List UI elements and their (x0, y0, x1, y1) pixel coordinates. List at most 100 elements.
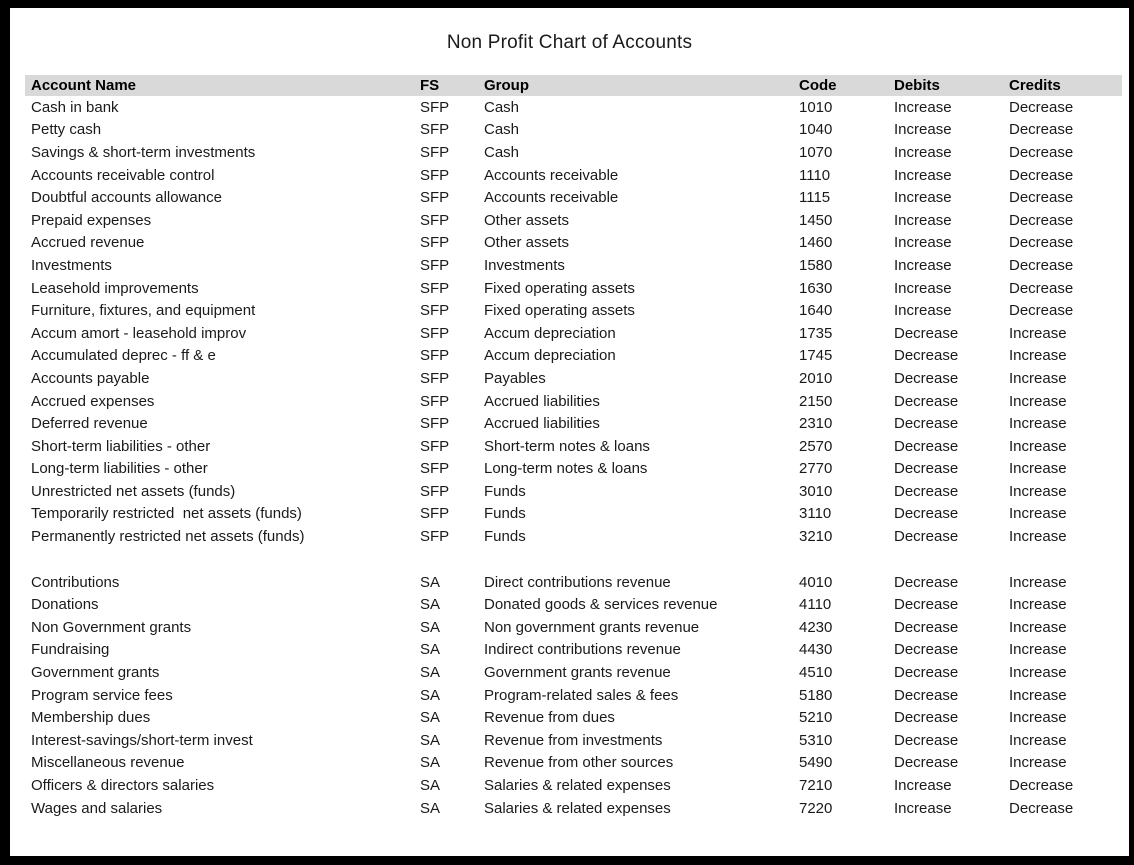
cell-debits: Increase (894, 303, 952, 319)
cell-group: Funds (484, 506, 526, 522)
table-row: Doubtful accounts allowance SFP Accounts r… (25, 186, 1122, 209)
cell-account-name: Miscellaneous revenue (31, 755, 185, 771)
cell-account-name: Accounts payable (31, 370, 150, 386)
cell-group: Salaries & related expenses (484, 778, 671, 794)
table-row: Miscellaneous revenue SA Revenue from othe… (25, 752, 1122, 775)
cell-code: 1460 (799, 235, 833, 251)
cell-debits: Decrease (894, 597, 959, 613)
cell-group: Accrued liabilities (484, 416, 600, 432)
cell-group: Accum depreciation (484, 348, 616, 364)
cell-fs: SFP (420, 280, 450, 296)
cell-fs: SA (420, 732, 441, 748)
cell-code: 2310 (799, 416, 833, 432)
table-row: Non Government grants SA Non government gr… (25, 616, 1122, 639)
column-header-code: Code (799, 78, 837, 93)
cell-fs: SFP (420, 461, 450, 477)
cell-credits: Increase (1009, 506, 1067, 522)
table-row: Officers & directors salaries SA Salaries … (25, 774, 1122, 797)
cell-credits: Increase (1009, 529, 1067, 545)
cell-group: Revenue from dues (484, 710, 615, 726)
cell-code: 2770 (799, 461, 833, 477)
cell-debits: Decrease (894, 325, 959, 341)
cell-code: 4430 (799, 642, 833, 658)
cell-debits: Decrease (894, 574, 959, 590)
cell-group: Other assets (484, 235, 570, 251)
cell-code: 3210 (799, 529, 833, 545)
cell-fs: SFP (420, 483, 450, 499)
table-row: Donations SA Donated goods & services reve… (25, 593, 1122, 616)
cell-code: 4230 (799, 619, 833, 635)
cell-credits: Increase (1009, 597, 1067, 613)
page-title: Non Profit Chart of Accounts (446, 32, 693, 53)
cell-credits: Decrease (1009, 167, 1074, 183)
table-row: Interest-savings/short-term invest SA Reve… (25, 729, 1122, 752)
cell-account-name: Accumulated deprec - ff & e (31, 348, 216, 364)
cell-group: Fixed operating assets (484, 303, 635, 319)
cell-code: 5310 (799, 732, 833, 748)
cell-credits: Increase (1009, 325, 1067, 341)
cell-account-name: Contributions (31, 574, 120, 590)
table-row: Short-term liabilities - other SFP Short-t… (25, 435, 1122, 458)
cell-code: 3010 (799, 483, 833, 499)
cell-credits: Increase (1009, 416, 1067, 432)
cell-credits: Increase (1009, 665, 1067, 681)
cell-group: Donated goods & services revenue (484, 597, 718, 613)
table-row: Program service fees SA Program-related sa… (25, 684, 1122, 707)
cell-debits: Increase (894, 212, 952, 228)
cell-group: Funds (484, 529, 526, 545)
cell-fs: SA (420, 710, 441, 726)
table-row: Investments SFP Investments 1580 Increase Dec… (25, 254, 1122, 277)
cell-debits: Increase (894, 99, 952, 115)
cell-group: Cash (484, 122, 520, 138)
cell-account-name: Accrued expenses (31, 393, 155, 409)
table-row: Accounts payable SFP Payables 2010 Decrease I… (25, 367, 1122, 390)
cell-debits: Increase (894, 280, 952, 296)
cell-debits: Decrease (894, 710, 959, 726)
cell-group: Fixed operating assets (484, 280, 635, 296)
cell-debits: Decrease (894, 438, 959, 454)
cell-account-name: Short-term liabilities - other (31, 438, 211, 454)
cell-code: 1630 (799, 280, 833, 296)
column-header-account-name: Account Name (31, 78, 137, 93)
cell-credits: Increase (1009, 438, 1067, 454)
cell-code: 1070 (799, 144, 833, 160)
cell-credits: Decrease (1009, 280, 1074, 296)
table-row: Accum amort - leasehold improv SFP Accum d… (25, 322, 1122, 345)
cell-fs: SFP (420, 393, 450, 409)
cell-debits: Increase (894, 235, 952, 251)
cell-credits: Decrease (1009, 235, 1074, 251)
cell-account-name: Program service fees (31, 687, 173, 703)
cell-credits: Decrease (1009, 212, 1074, 228)
cell-group: Long-term notes & loans (484, 461, 648, 477)
cell-group: Short-term notes & loans (484, 438, 650, 454)
cell-debits: Increase (894, 144, 952, 160)
table-row: Leasehold improvements SFP Fixed operating… (25, 277, 1122, 300)
cell-account-name: Interest-savings/short-term invest (31, 732, 253, 748)
cell-group: Accounts receivable (484, 167, 619, 183)
cell-debits: Decrease (894, 642, 959, 658)
cell-credits: Decrease (1009, 190, 1074, 206)
cell-group: Salaries & related expenses (484, 800, 671, 816)
cell-fs: SA (420, 619, 441, 635)
cell-credits: Increase (1009, 732, 1067, 748)
cell-account-name: Donations (31, 597, 99, 613)
cell-debits: Decrease (894, 665, 959, 681)
cell-debits: Increase (894, 190, 952, 206)
cell-account-name: Temporarily restricted net assets (funds… (31, 506, 302, 522)
cell-code: 1010 (799, 99, 833, 115)
table-row: Prepaid expenses SFP Other assets 1450 Incre… (25, 209, 1122, 232)
cell-fs: SFP (420, 506, 450, 522)
cell-fs: SFP (420, 303, 450, 319)
table-row: Accrued revenue SFP Other assets 1460 Increa… (25, 232, 1122, 255)
cell-credits: Decrease (1009, 144, 1074, 160)
cell-debits: Decrease (894, 755, 959, 771)
column-header-credits: Credits (1009, 78, 1061, 93)
cell-group: Payables (484, 370, 546, 386)
cell-fs: SFP (420, 325, 450, 341)
cell-account-name: Accounts receivable control (31, 167, 215, 183)
cell-debits: Increase (894, 800, 952, 816)
cell-fs: SA (420, 665, 441, 681)
cell-group: Accum depreciation (484, 325, 616, 341)
cell-code: 1745 (799, 348, 833, 364)
